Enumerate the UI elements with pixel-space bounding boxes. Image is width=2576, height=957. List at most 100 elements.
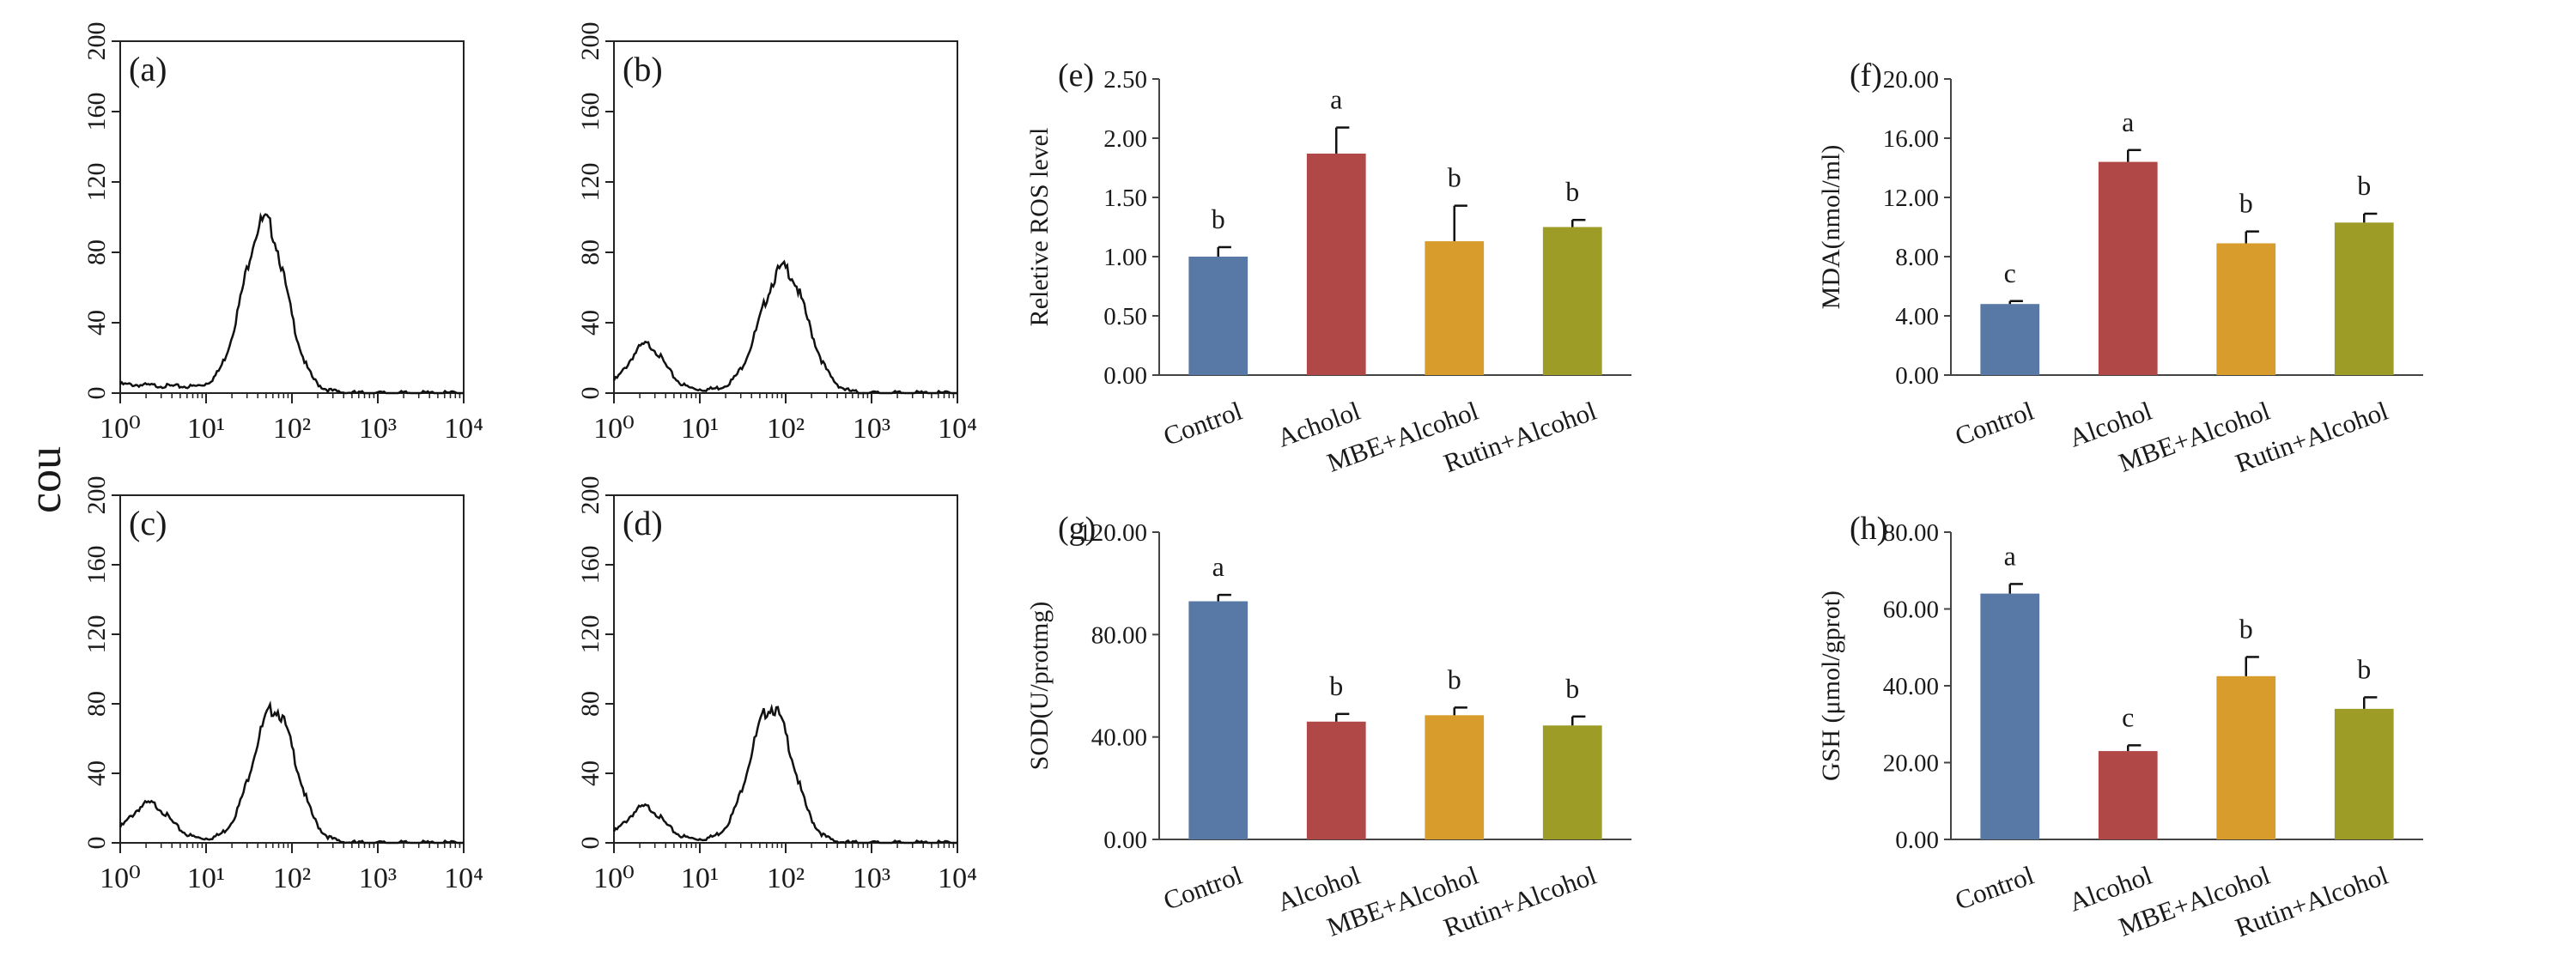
- histogram-panel-d: 0 40 80 120 160 200 10⁰ 10¹ 10² 10³ 10⁴ (d): [576, 476, 977, 895]
- significance-letter: b: [1329, 670, 1343, 701]
- y-axis-label: Reletive ROS level: [1025, 128, 1054, 327]
- significance-letter: a: [1212, 551, 1224, 582]
- bar: [1306, 153, 1366, 375]
- panel-label: (c): [129, 504, 167, 542]
- bar-panel-e: 0.00 0.50 1.00 1.50 2.00 2.50 Reletive ROS lev…: [1025, 58, 1631, 478]
- y-tick-label: 60.00: [1883, 597, 1939, 624]
- counts-axis-label: counts: [19, 446, 70, 513]
- significance-letter: b: [2357, 170, 2371, 201]
- y-tick-label: 80.00: [1091, 621, 1147, 649]
- y-tick-label: 2.00: [1103, 125, 1147, 153]
- y-tick-label: 2.50: [1103, 66, 1147, 94]
- panel-label: (a): [129, 50, 167, 88]
- y-tick-label: 200: [82, 22, 111, 61]
- significance-letter: b: [1212, 203, 1225, 234]
- x-tick-label: 10³: [359, 863, 397, 894]
- y-tick-label: 20.00: [1883, 66, 1939, 94]
- significance-letter: b: [2357, 653, 2371, 684]
- y-tick-label: 1.50: [1103, 185, 1147, 212]
- y-tick-label: 0: [82, 387, 111, 400]
- y-tick-label: 120: [82, 163, 111, 202]
- bar: [1306, 721, 1366, 839]
- y-tick-label: 16.00: [1883, 125, 1939, 153]
- histogram-frame: [613, 494, 958, 844]
- y-tick-label: 0.00: [1103, 362, 1147, 390]
- significance-letter: a: [1330, 84, 1342, 115]
- y-tick-label: 40: [82, 760, 111, 786]
- significance-letter: b: [1565, 176, 1579, 207]
- x-tick-label: 10¹: [681, 413, 719, 445]
- histogram-frame: [119, 40, 465, 394]
- panel-label: (d): [623, 504, 663, 542]
- bar: [2098, 161, 2158, 375]
- y-tick-label: 40: [82, 310, 111, 336]
- y-tick-label: 160: [576, 93, 605, 131]
- bar: [2334, 708, 2394, 839]
- bar: [2216, 675, 2276, 839]
- significance-letter: b: [1448, 162, 1461, 193]
- significance-letter: a: [2122, 106, 2134, 137]
- panel-label: (h): [1850, 511, 1887, 547]
- x-tick-label: 10¹: [187, 413, 225, 445]
- y-tick-label: 80: [82, 239, 111, 265]
- panel-label: (b): [623, 50, 663, 88]
- x-tick-label: 10³: [853, 413, 890, 445]
- y-tick-label: 1.00: [1103, 244, 1147, 271]
- significance-letter: c: [2004, 257, 2016, 288]
- category-label: Control: [1159, 860, 1246, 916]
- y-tick-label: 200: [576, 476, 605, 515]
- y-tick-label: 120: [576, 615, 605, 654]
- y-tick-label: 80: [576, 691, 605, 717]
- category-label: Control: [1159, 396, 1246, 451]
- category-label: Control: [1951, 396, 2038, 451]
- bar: [2334, 222, 2394, 375]
- histogram-line: [612, 259, 957, 395]
- y-tick-label: 120: [82, 615, 111, 654]
- x-tick-label: 10¹: [187, 863, 225, 894]
- y-tick-label: 120.00: [1078, 519, 1147, 547]
- y-tick-label: 0: [576, 387, 605, 400]
- x-tick-label: 10⁰: [593, 413, 635, 445]
- x-tick-label: 10⁴: [938, 863, 977, 894]
- histogram-panel-b: 0 40 80 120 160 200 10⁰ 10¹ 10² 10³ 10⁴ (b): [576, 22, 977, 445]
- significance-letter: b: [2239, 613, 2253, 644]
- bar-panel-h: 0.00 20.00 40.00 60.00 80.00 GSH (μmol/gprot)…: [1817, 511, 2423, 942]
- histogram-frame: [613, 40, 958, 394]
- significance-letter: a: [2004, 540, 2016, 571]
- x-tick-label: 10⁴: [938, 413, 977, 445]
- y-tick-label: 20.00: [1883, 750, 1939, 778]
- shared-counts-axis-label-wrap: counts: [10, 392, 88, 524]
- panel-label: (e): [1058, 58, 1094, 94]
- bar: [2216, 243, 2276, 375]
- y-tick-label: 4.00: [1895, 303, 1939, 330]
- significance-letter: b: [2239, 188, 2253, 219]
- category-label: Control: [1951, 860, 2038, 916]
- bar: [1980, 304, 2040, 375]
- x-tick-label: 10²: [767, 863, 805, 894]
- y-tick-label: 0.00: [1895, 827, 1939, 854]
- y-tick-label: 40.00: [1091, 724, 1147, 752]
- bar: [1425, 241, 1485, 375]
- x-tick-label: 10²: [273, 863, 311, 894]
- x-tick-label: 10¹: [681, 863, 719, 894]
- histogram-line: [118, 700, 464, 845]
- bar: [1188, 257, 1249, 375]
- y-axis-label: SOD(U/protmg): [1025, 602, 1054, 771]
- x-tick-label: 10⁴: [444, 863, 483, 894]
- y-tick-label: 0.00: [1895, 362, 1939, 390]
- bar: [1425, 715, 1485, 839]
- y-axis-label: MDA(nmol/ml): [1817, 145, 1845, 310]
- x-tick-label: 10³: [359, 413, 397, 445]
- y-tick-label: 0: [82, 837, 111, 850]
- significance-letter: c: [2122, 701, 2134, 732]
- histogram-panel-a: 0 40 80 120 160 200 10⁰ 10¹ 10² 10³ 10⁴ (a): [82, 22, 483, 445]
- y-tick-label: 160: [82, 93, 111, 131]
- x-tick-label: 10²: [273, 413, 311, 445]
- bar-panel-g: 0.00 40.00 80.00 120.00 SOD(U/protmg) (g) a Con…: [1025, 511, 1631, 942]
- histogram-line: [119, 211, 464, 395]
- y-tick-label: 40.00: [1883, 673, 1939, 700]
- panel-label: (f): [1850, 58, 1882, 94]
- y-tick-label: 200: [576, 22, 605, 61]
- histogram-frame: [119, 494, 465, 844]
- y-tick-label: 160: [82, 546, 111, 584]
